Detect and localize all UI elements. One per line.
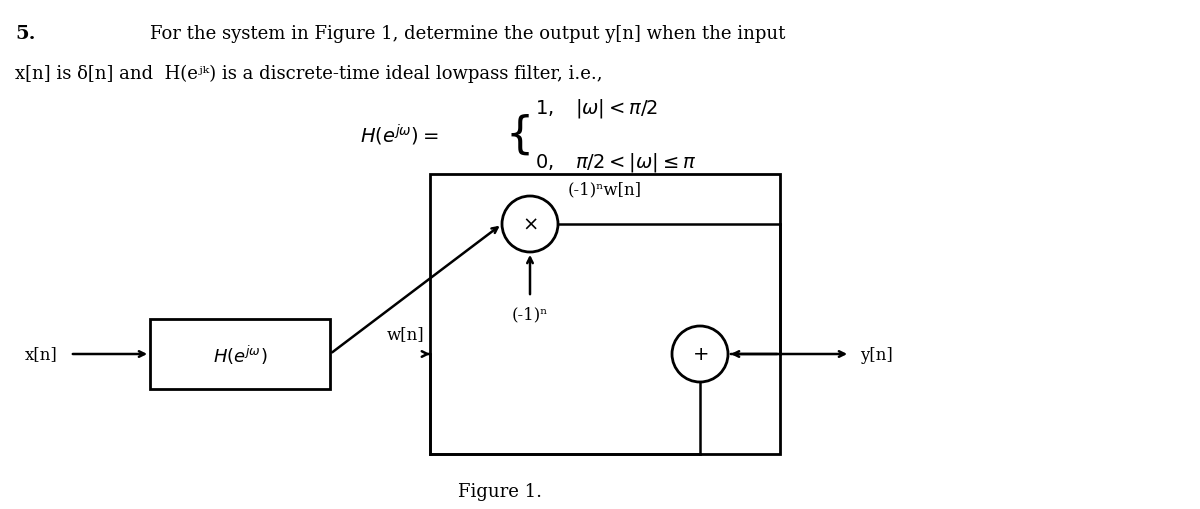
Text: (-1)ⁿ: (-1)ⁿ: [512, 306, 548, 323]
Text: $\{$: $\{$: [505, 112, 529, 157]
Text: w[n]: w[n]: [388, 325, 425, 343]
Text: $|\omega| < \pi/2$: $|\omega| < \pi/2$: [575, 96, 659, 119]
Text: x[n]: x[n]: [25, 346, 58, 363]
Bar: [430, 175, 780, 454]
Text: x[n] is δ[n] and  H(eʲᵏ) is a discrete-time ideal lowpass filter, i.e.,: x[n] is δ[n] and H(eʲᵏ) is a discrete-ti…: [14, 65, 602, 83]
Circle shape: [672, 326, 728, 382]
Bar: [150, 319, 330, 389]
Circle shape: [502, 196, 558, 252]
Text: $\times$: $\times$: [522, 216, 538, 234]
Text: For the system in Figure 1, determine the output y[n] when the input: For the system in Figure 1, determine th…: [150, 25, 785, 43]
Text: $0,$: $0,$: [535, 152, 553, 172]
Text: $\pi/2 < |\omega| \leq \pi$: $\pi/2 < |\omega| \leq \pi$: [575, 150, 696, 173]
Text: y[n]: y[n]: [860, 346, 893, 363]
Text: $H(e^{j\omega}) = $: $H(e^{j\omega}) = $: [360, 122, 439, 147]
Text: $H(e^{j\omega})$: $H(e^{j\omega})$: [212, 343, 268, 366]
Text: $1,$: $1,$: [535, 98, 553, 118]
Text: (-1)ⁿw[n]: (-1)ⁿw[n]: [568, 181, 642, 198]
Text: $+$: $+$: [692, 345, 708, 363]
Text: Figure 1.: Figure 1.: [458, 482, 542, 500]
Text: 5.: 5.: [14, 25, 36, 43]
